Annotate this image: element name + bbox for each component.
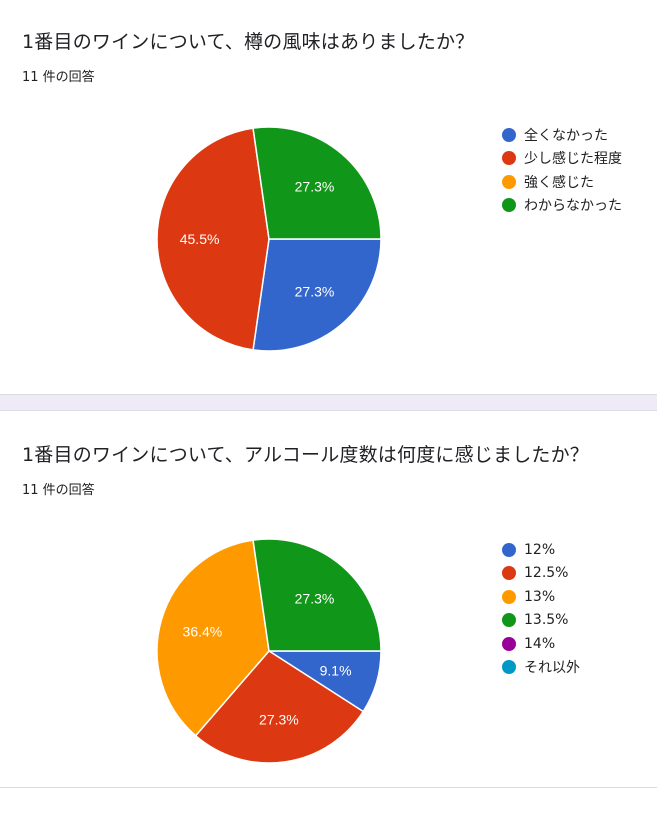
legend-label: 12% — [524, 541, 556, 558]
legend-label: それ以外 — [524, 660, 580, 677]
pie-slice[interactable] — [194, 650, 365, 764]
legend-label: 14% — [524, 635, 556, 652]
slice-data-label: 27.3% — [295, 591, 335, 607]
question-card-1: 1番目のワインについて、樽の風味はありましたか？ 11 件の回答 27.3% 45… — [0, 0, 657, 394]
card-separator — [0, 394, 657, 411]
legend-label: わからなかった — [524, 198, 622, 215]
legend-label: 強く感じた — [524, 174, 594, 191]
legend-item[interactable]: 13% — [502, 585, 580, 609]
legend-label: 12.5% — [524, 565, 569, 582]
legend-item[interactable]: 13.5% — [502, 609, 580, 633]
legend-label: 少し感じた程度 — [524, 151, 622, 168]
slice-data-label: 27.3% — [295, 179, 335, 195]
pie-chart: 9.1% 27.3% 36.4% 27.3% — [156, 538, 382, 764]
legend-label: 13% — [524, 588, 556, 605]
legend-swatch — [502, 542, 516, 557]
legend-item[interactable]: わからなかった — [502, 194, 622, 218]
pie-slice[interactable] — [252, 238, 382, 352]
legend-item[interactable]: 12.5% — [502, 562, 580, 586]
legend-swatch — [502, 636, 516, 651]
chart-legend: 12% 12.5% 13% 13.5% 14% それ以外 — [502, 538, 580, 679]
legend-label: 13.5% — [524, 612, 569, 629]
question-title: 1番目のワインについて、アルコール度数は何度に感じましたか？ — [22, 444, 589, 466]
legend-swatch — [502, 198, 516, 213]
legend-item[interactable]: 14% — [502, 632, 580, 656]
legend-label: 全くなかった — [524, 127, 608, 144]
legend-item[interactable]: 全くなかった — [502, 123, 622, 147]
pie-slice[interactable] — [156, 127, 270, 351]
slice-data-label: 45.5% — [180, 231, 220, 247]
legend-item[interactable]: 少し感じた程度 — [502, 147, 622, 171]
legend-swatch — [502, 613, 516, 628]
legend-swatch — [502, 127, 516, 142]
legend-item[interactable]: 強く感じた — [502, 170, 622, 194]
slice-data-label: 27.3% — [259, 712, 299, 728]
legend-swatch — [502, 174, 516, 189]
legend-swatch — [502, 566, 516, 581]
slice-data-label: 9.1% — [320, 663, 352, 679]
slice-data-label: 27.3% — [295, 284, 335, 300]
response-count: 11 件の回答 — [22, 70, 95, 85]
legend-swatch — [502, 589, 516, 604]
chart-legend: 全くなかった 少し感じた程度 強く感じたわからなかった — [502, 123, 622, 217]
legend-item[interactable]: 12% — [502, 538, 580, 562]
pie-slice[interactable] — [156, 539, 270, 737]
pie-slice[interactable] — [252, 538, 382, 652]
pie-slice[interactable] — [252, 126, 382, 240]
slice-data-label: 36.4% — [183, 623, 223, 639]
pie-chart: 27.3% 45.5% 27.3% — [156, 126, 382, 352]
legend-item[interactable]: それ以外 — [502, 656, 580, 680]
legend-swatch — [502, 151, 516, 166]
response-count: 11 件の回答 — [22, 483, 95, 498]
question-card-2: 1番目のワインについて、アルコール度数は何度に感じましたか？ 11 件の回答 9… — [0, 411, 657, 788]
legend-swatch — [502, 660, 516, 675]
question-title: 1番目のワインについて、樽の風味はありましたか？ — [22, 31, 475, 53]
